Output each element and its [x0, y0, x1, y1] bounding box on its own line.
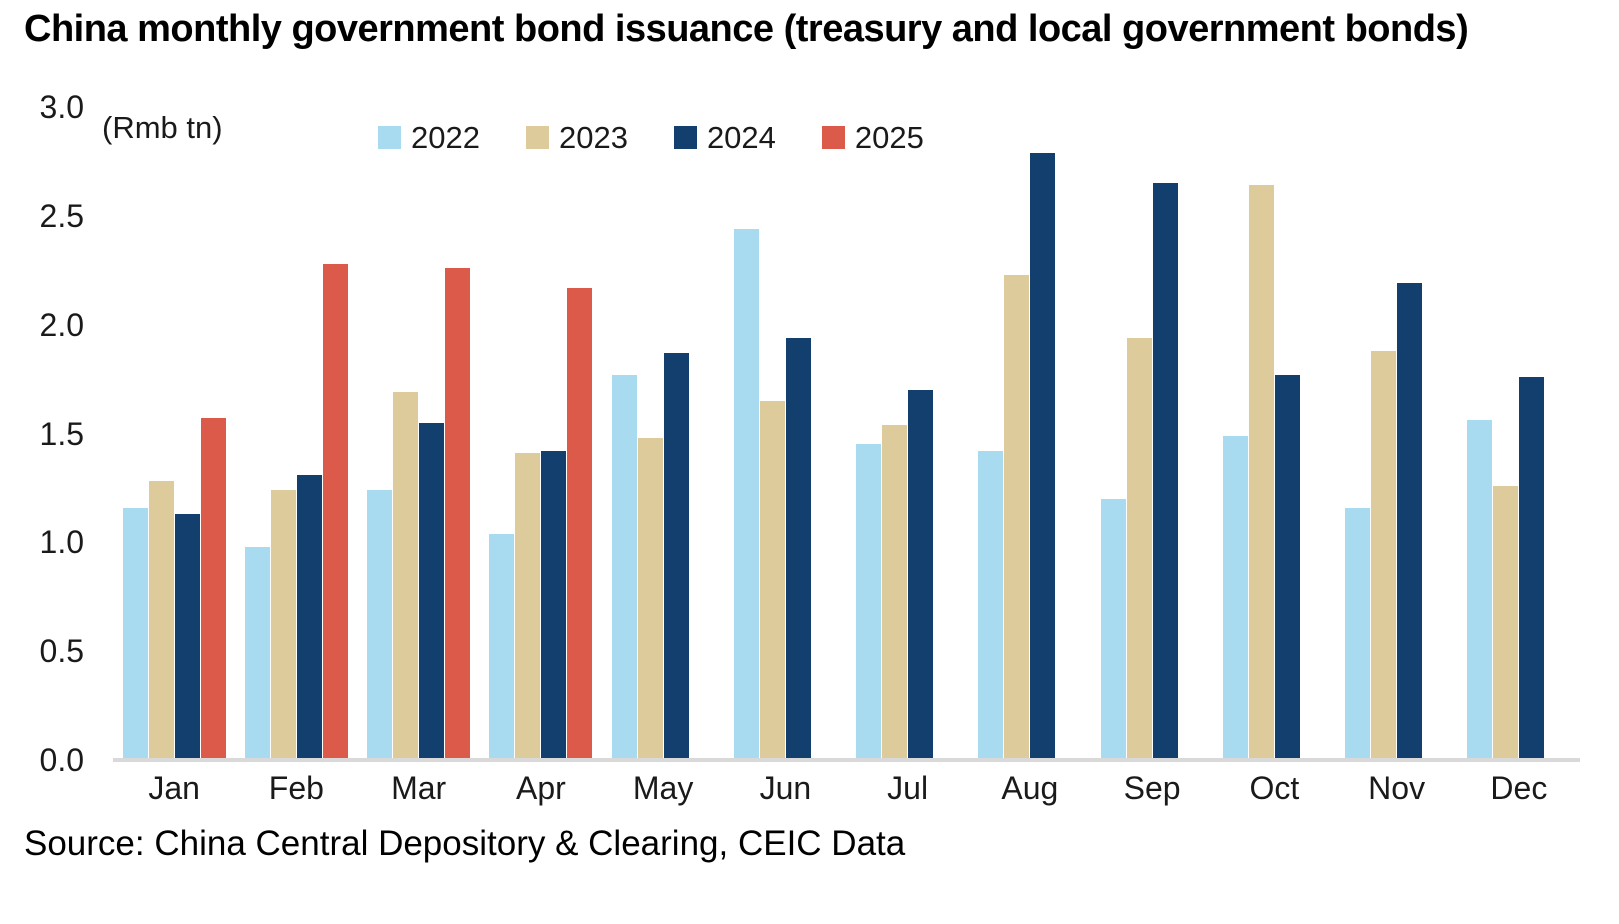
bar-2023-Oct	[1248, 185, 1274, 760]
x-tick-label-Jan: Jan	[148, 770, 200, 806]
bar-2024-Oct	[1274, 374, 1300, 760]
y-tick-label: 1.0	[39, 524, 84, 561]
legend-item-2022: 2022	[378, 122, 480, 153]
bar-2023-Dec	[1493, 485, 1519, 760]
x-axis-tick-labels: Jan Feb Mar Apr May Jun Jul Aug Sep Oct Nov Dec	[113, 770, 1580, 807]
legend-label: 2024	[706, 120, 776, 155]
x-tick-label-Jun: Jun	[759, 770, 812, 806]
x-tick-label-Apr: Apr	[515, 770, 566, 806]
legend-label: 2025	[854, 120, 924, 155]
bar-group-May	[602, 107, 724, 760]
bar-group-Dec	[1458, 107, 1580, 760]
bar-group-Jun	[724, 107, 846, 760]
bar-2023-Apr	[515, 453, 541, 760]
bar-2022-Feb	[244, 546, 270, 760]
bar-2024-Jan	[174, 514, 200, 760]
x-tick-label-May: May	[632, 770, 694, 806]
bar-2022-Oct	[1222, 435, 1248, 760]
bar-2022-Aug	[978, 450, 1004, 760]
y-tick-label: 1.5	[39, 415, 84, 452]
bar-2024-Nov	[1397, 283, 1423, 760]
source-attribution: Source: China Central Depository & Clear…	[24, 824, 906, 863]
bar-group-Jan	[113, 107, 235, 760]
x-tick-label-Mar: Mar	[391, 770, 447, 806]
bar-group-Nov	[1336, 107, 1458, 760]
bar-2023-Jun	[759, 400, 785, 760]
chart-title: China monthly government bond issuance (…	[24, 8, 1469, 50]
bar-2024-Jul	[908, 389, 934, 760]
bar-2024-Dec	[1519, 376, 1545, 760]
bar-group-Sep	[1091, 107, 1213, 760]
bar-2022-Sep	[1100, 498, 1126, 760]
bar-2024-Sep	[1152, 183, 1178, 760]
plot-area	[113, 107, 1580, 760]
legend-swatch-2023	[525, 126, 549, 149]
x-tick-label-Aug: Aug	[1001, 770, 1059, 806]
y-axis-unit-label: (Rmb tn)	[102, 110, 223, 145]
x-tick-label-Nov: Nov	[1368, 770, 1426, 806]
bar-2022-Jun	[733, 228, 759, 760]
bar-2023-May	[637, 437, 663, 760]
legend: 2022 2023 2024 2025	[378, 122, 924, 153]
legend-label: 2022	[411, 120, 480, 155]
bar-2022-Nov	[1345, 507, 1371, 760]
bar-group-Mar	[358, 107, 480, 760]
x-tick-label-Dec: Dec	[1490, 770, 1548, 806]
legend-swatch-2024	[673, 126, 697, 149]
y-tick-label: 3.0	[39, 89, 84, 125]
bar-2024-Mar	[419, 422, 445, 760]
legend-item-2025: 2025	[821, 120, 924, 155]
legend-item-2024: 2024	[673, 120, 776, 155]
bar-2024-Jun	[785, 337, 811, 760]
x-tick-label-Feb: Feb	[268, 770, 324, 806]
bar-2022-Dec	[1467, 420, 1493, 760]
bar-2024-Aug	[1030, 152, 1056, 760]
y-tick-label: 2.5	[39, 197, 84, 234]
y-tick-label: 2.0	[39, 306, 84, 343]
x-tick-label-Sep: Sep	[1123, 770, 1181, 806]
y-tick-label: 0.5	[39, 633, 84, 670]
bar-group-Oct	[1213, 107, 1335, 760]
bar-2023-Mar	[393, 392, 419, 760]
legend-label: 2023	[558, 120, 628, 155]
bar-2022-Apr	[489, 533, 515, 760]
bar-2025-Apr	[567, 287, 593, 760]
x-tick-label-Jul: Jul	[887, 770, 929, 806]
bar-2024-Feb	[296, 474, 322, 760]
bar-2022-May	[611, 374, 637, 760]
bar-2022-Jul	[856, 444, 882, 760]
bar-2024-Apr	[541, 450, 567, 760]
bar-2025-Jan	[200, 418, 226, 760]
x-tick-label-Oct: Oct	[1249, 770, 1300, 806]
bar-group-Feb	[235, 107, 357, 760]
bar-2024-May	[663, 353, 689, 760]
bar-group-Jul	[847, 107, 969, 760]
legend-item-2023: 2023	[525, 120, 628, 155]
bar-2025-Mar	[445, 268, 471, 760]
bar-group-Apr	[480, 107, 602, 760]
x-axis-line	[113, 758, 1580, 762]
bar-2025-Feb	[322, 263, 348, 760]
bar-2022-Mar	[367, 490, 393, 760]
y-axis-tick-labels: 3.0 2.5 2.0 1.5 1.0 0.5 0.0	[0, 89, 84, 778]
bar-2023-Nov	[1371, 350, 1397, 760]
legend-swatch-2025	[821, 126, 845, 149]
bar-2022-Jan	[122, 507, 148, 760]
bar-2023-Sep	[1126, 337, 1152, 760]
bar-group-Aug	[969, 107, 1091, 760]
bar-2023-Feb	[270, 490, 296, 760]
bar-2023-Jan	[148, 481, 174, 760]
y-tick-label: 0.0	[39, 742, 84, 778]
bar-2023-Aug	[1004, 274, 1030, 760]
legend-swatch-2022	[378, 126, 401, 149]
bar-2023-Jul	[882, 424, 908, 760]
